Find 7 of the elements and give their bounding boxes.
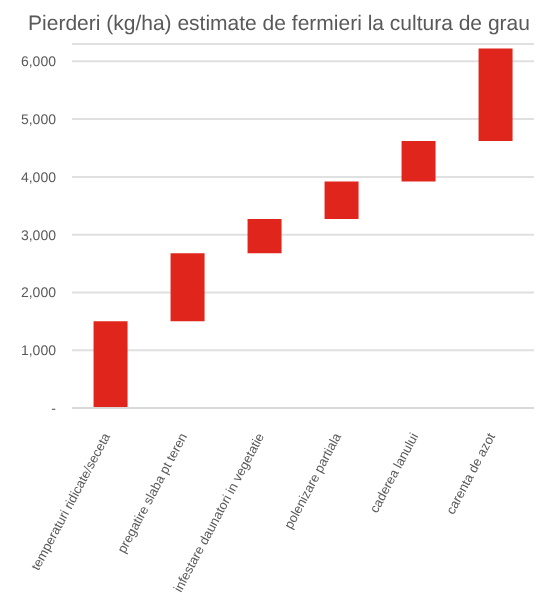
bar [93,321,128,408]
bar [324,181,359,220]
bar [478,48,513,142]
bar [247,219,282,254]
bar [170,253,205,322]
bar [401,141,436,182]
chart-title: Pierderi (kg/ha) estimate de fermieri la cultura de grau [26,10,532,36]
